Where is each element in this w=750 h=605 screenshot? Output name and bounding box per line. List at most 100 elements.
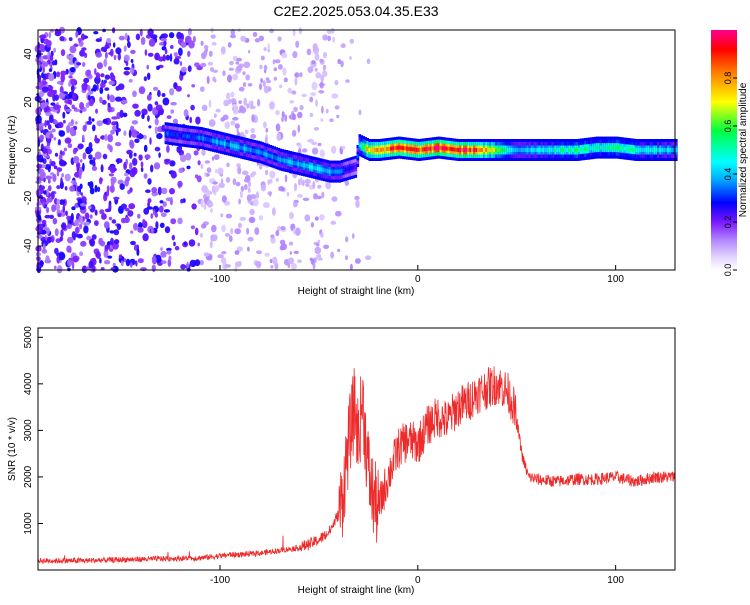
heatmap-noise-point	[239, 216, 247, 221]
heatmap-noise-point	[275, 110, 280, 116]
heatmap-ridge-cell	[309, 164, 312, 169]
heatmap-ridge-cell	[295, 161, 298, 166]
heatmap-ridge-cell	[504, 148, 508, 152]
heatmap-ridge-cell	[568, 148, 571, 152]
heatmap-ridge-cell	[362, 145, 365, 150]
heatmap-noise-point	[43, 107, 48, 113]
heatmap-ridge-cell	[409, 147, 413, 151]
heatmap-ridge-cell	[493, 148, 496, 152]
heatmap-noise-point	[44, 164, 52, 170]
heatmap-noise-point	[306, 48, 312, 56]
heatmap-noise-point	[263, 64, 268, 71]
heatmap-noise-point	[146, 64, 149, 70]
heatmap-ridge-cell	[417, 148, 421, 152]
heatmap-noise-point	[349, 263, 353, 271]
heatmap-noise-point	[269, 101, 275, 110]
heatmap-noise-point	[134, 138, 140, 143]
heatmap-ridge-cell	[208, 137, 211, 142]
heatmap-noise-point	[169, 88, 175, 96]
heatmap-noise-point	[298, 73, 301, 77]
heatmap-noise-point	[88, 98, 94, 107]
heatmap-noise-point	[100, 135, 106, 140]
heatmap-noise-point	[234, 228, 241, 235]
heatmap-noise-point	[292, 228, 296, 235]
heatmap-noise-point	[160, 212, 167, 218]
heatmap-ridge-cell	[475, 148, 478, 152]
heatmap-noise-point	[76, 162, 81, 169]
heatmap-noise-point	[77, 37, 83, 42]
heatmap-noise-point	[190, 104, 195, 111]
heatmap-noise-point	[193, 150, 199, 156]
heatmap-ridge-cell	[479, 148, 482, 152]
heatmap-noise-point	[194, 62, 200, 67]
heatmap-noise-point	[111, 116, 118, 120]
heatmap-noise-point	[281, 52, 288, 59]
heatmap-noise-point	[234, 265, 238, 273]
heatmap-x-ticks: -100 0 100	[210, 265, 624, 285]
heatmap-ridge-cell	[346, 167, 350, 172]
heatmap-noise-point	[102, 153, 108, 160]
heatmap-noise-point	[57, 139, 61, 145]
heatmap-noise-point	[313, 193, 318, 200]
heatmap-noise-point	[150, 164, 154, 173]
heatmap-noise-point	[173, 58, 180, 65]
heatmap-noise-point	[80, 159, 83, 163]
heatmap-noise-point	[258, 35, 265, 42]
heatmap-noise-point	[88, 260, 94, 269]
heatmap-noise-point	[229, 235, 233, 243]
heatmap-noise-point	[69, 185, 76, 192]
heatmap-noise-point	[99, 257, 102, 264]
heatmap-noise-point	[83, 222, 87, 226]
heatmap-noise-point	[299, 104, 304, 111]
heatmap-noise-point	[269, 178, 273, 184]
heatmap-noise-point	[185, 152, 192, 161]
heatmap-panel: -100 0 100 -40 -20 0 20 40 Height of straight …	[7, 26, 678, 297]
heatmap-noise-point	[135, 33, 141, 41]
heatmap-ridge-cell	[633, 147, 637, 152]
heatmap-noise-point	[267, 179, 271, 186]
heatmap-noise-point	[238, 86, 245, 92]
heatmap-noise-point	[206, 167, 212, 174]
heatmap-ridge-cell	[332, 169, 336, 174]
heatmap-ridge-cell	[502, 148, 506, 152]
heatmap-noise-point	[88, 154, 93, 160]
heatmap-noise-point	[222, 70, 226, 77]
heatmap-noise-point	[272, 207, 276, 216]
heatmap-noise-point	[99, 240, 106, 247]
heatmap-ridge-cell	[200, 136, 203, 140]
heatmap-noise-point	[323, 244, 330, 249]
heatmap-noise-point	[154, 101, 159, 106]
heatmap-noise-point	[99, 96, 103, 104]
heatmap-ridge-cell	[303, 163, 306, 168]
heatmap-noise-point	[340, 43, 346, 49]
heatmap-noise-point	[61, 173, 64, 178]
heatmap-noise-point	[241, 170, 249, 176]
heatmap-noise-point	[45, 120, 50, 126]
heatmap-noise-point	[147, 198, 152, 204]
heatmap-ridge-cell	[516, 148, 520, 152]
heatmap-ridge-cell	[344, 167, 348, 172]
heatmap-noise-point	[208, 119, 216, 127]
heatmap-noise-point	[59, 86, 64, 94]
heatmap-noise-point	[256, 250, 263, 255]
heatmap-noise-point	[174, 246, 180, 251]
heatmap-noise-point	[57, 121, 64, 129]
heatmap-ridge-cell	[172, 132, 176, 137]
heatmap-ridge-cell	[322, 168, 326, 173]
heatmap-noise-point	[81, 82, 89, 91]
heatmap-noise-point	[135, 260, 138, 267]
heatmap-ridge-cell	[182, 133, 185, 138]
heatmap-noise-point	[236, 65, 243, 72]
heatmap-noise-point	[99, 177, 103, 185]
heatmap-noise-point	[104, 74, 111, 80]
heatmap-noise-point	[294, 227, 301, 236]
heatmap-ridge-cell	[249, 148, 253, 152]
heatmap-noise-point	[41, 248, 48, 254]
heatmap-noise-point	[38, 214, 42, 222]
heatmap-noise-point	[201, 149, 206, 156]
heatmap-noise-point	[291, 90, 297, 95]
heatmap-ridge-cell	[291, 160, 294, 165]
heatmap-noise-point	[192, 35, 196, 43]
heatmap-noise-point	[79, 49, 86, 57]
heatmap-ridge-cell	[574, 148, 577, 152]
